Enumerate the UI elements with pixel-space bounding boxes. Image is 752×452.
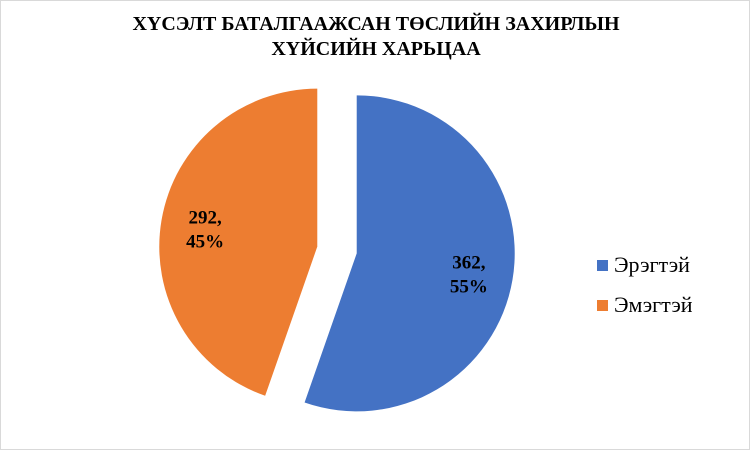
slice-male [304,95,515,412]
legend-item-female: Эмэгтэй [597,285,693,325]
legend-item-male: Эрэгтэй [597,245,693,285]
chart-title-line-2: ХҮЙСИЙН ХАРЬЦАА [271,38,481,60]
chart-title: ХҮСЭЛТ БАТАЛГААЖСАН ТӨСЛИЙН ЗАХИРЛЫН ХҮЙ… [76,12,676,62]
chart-title-line-1: ХҮСЭЛТ БАТАЛГААЖСАН ТӨСЛИЙН ЗАХИРЛЫН [132,13,620,35]
legend-swatch-female [597,299,608,311]
data-label-male: 362, 55% [450,252,488,297]
legend: Эрэгтэй Эмэгтэй [597,245,693,325]
slice-female [159,88,318,396]
legend-swatch-male [597,259,608,271]
data-label-female: 292, 45% [186,208,224,253]
legend-label-male: Эрэгтэй [614,252,690,277]
legend-label-female: Эмэгтэй [614,292,693,317]
